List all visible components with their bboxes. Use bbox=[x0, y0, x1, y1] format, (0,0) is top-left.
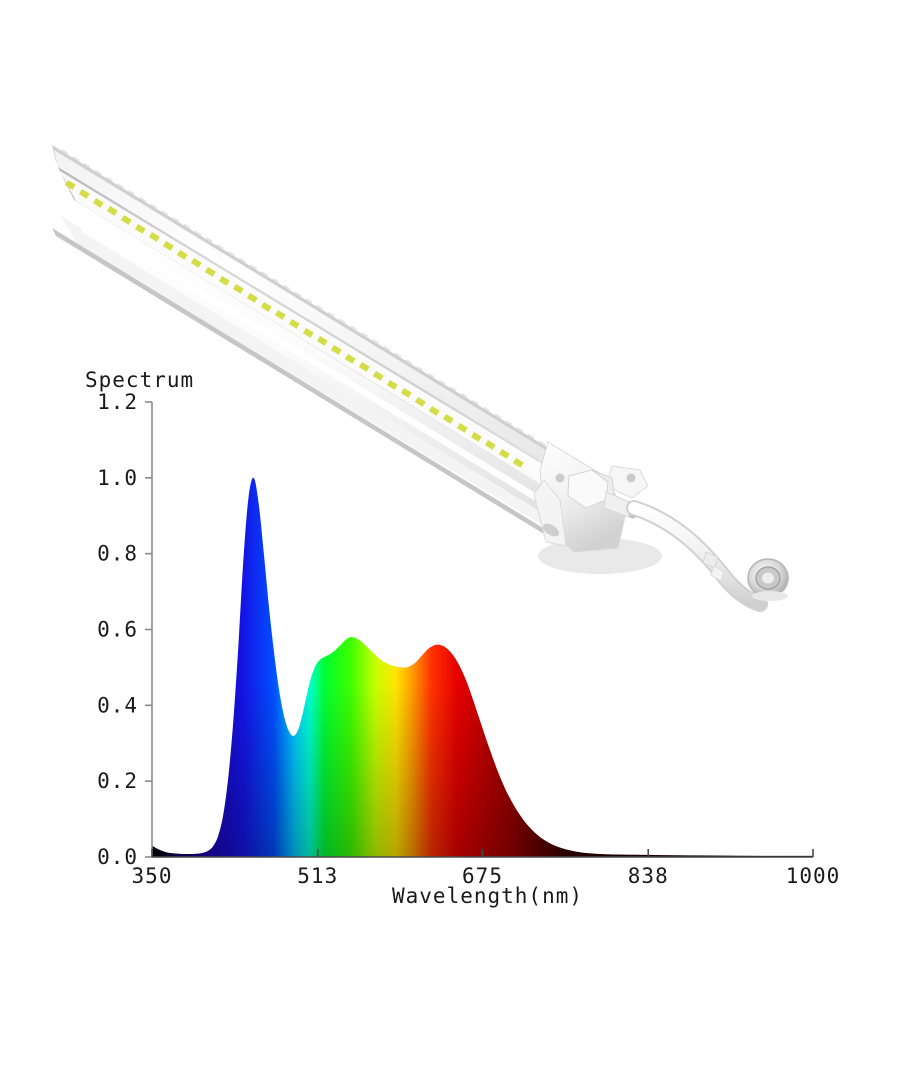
tube-shadow bbox=[60, 215, 600, 560]
y-tick-label: 0.2 bbox=[97, 769, 138, 793]
x-tick-label: 350 bbox=[132, 864, 173, 888]
x-tick-label: 513 bbox=[297, 864, 338, 888]
spectrum-area bbox=[152, 477, 813, 857]
power-cable bbox=[626, 500, 768, 612]
spectrum-chart: 0.0 0.2 0.4 0.6 0.8 1.0 1.2 350 513 675 838 1000 S… bbox=[85, 368, 841, 908]
chart-title: Spectrum bbox=[85, 368, 194, 392]
x-tick-label: 1000 bbox=[786, 864, 841, 888]
product-photo bbox=[52, 145, 789, 612]
end-cap-assembly bbox=[533, 441, 662, 574]
x-tick-label: 838 bbox=[628, 864, 669, 888]
x-axis-ticks bbox=[151, 849, 814, 857]
led-tube-body bbox=[52, 145, 600, 560]
y-tick-label: 0.0 bbox=[97, 845, 138, 869]
y-tick-label: 1.2 bbox=[97, 390, 138, 414]
led-chips bbox=[64, 179, 524, 468]
y-tick-label: 1.0 bbox=[97, 466, 138, 490]
cable-connector bbox=[747, 558, 789, 601]
x-tick-label: 675 bbox=[462, 864, 503, 888]
x-axis-label: Wavelength(nm) bbox=[392, 884, 583, 908]
x-axis-tick-labels: 350 513 675 838 1000 bbox=[132, 864, 841, 888]
y-axis-ticks bbox=[145, 401, 152, 858]
y-tick-label: 0.8 bbox=[97, 542, 138, 566]
y-tick-label: 0.4 bbox=[97, 693, 138, 717]
y-tick-label: 0.6 bbox=[97, 618, 138, 642]
y-axis-tick-labels: 0.0 0.2 0.4 0.6 0.8 1.0 1.2 bbox=[97, 390, 138, 869]
